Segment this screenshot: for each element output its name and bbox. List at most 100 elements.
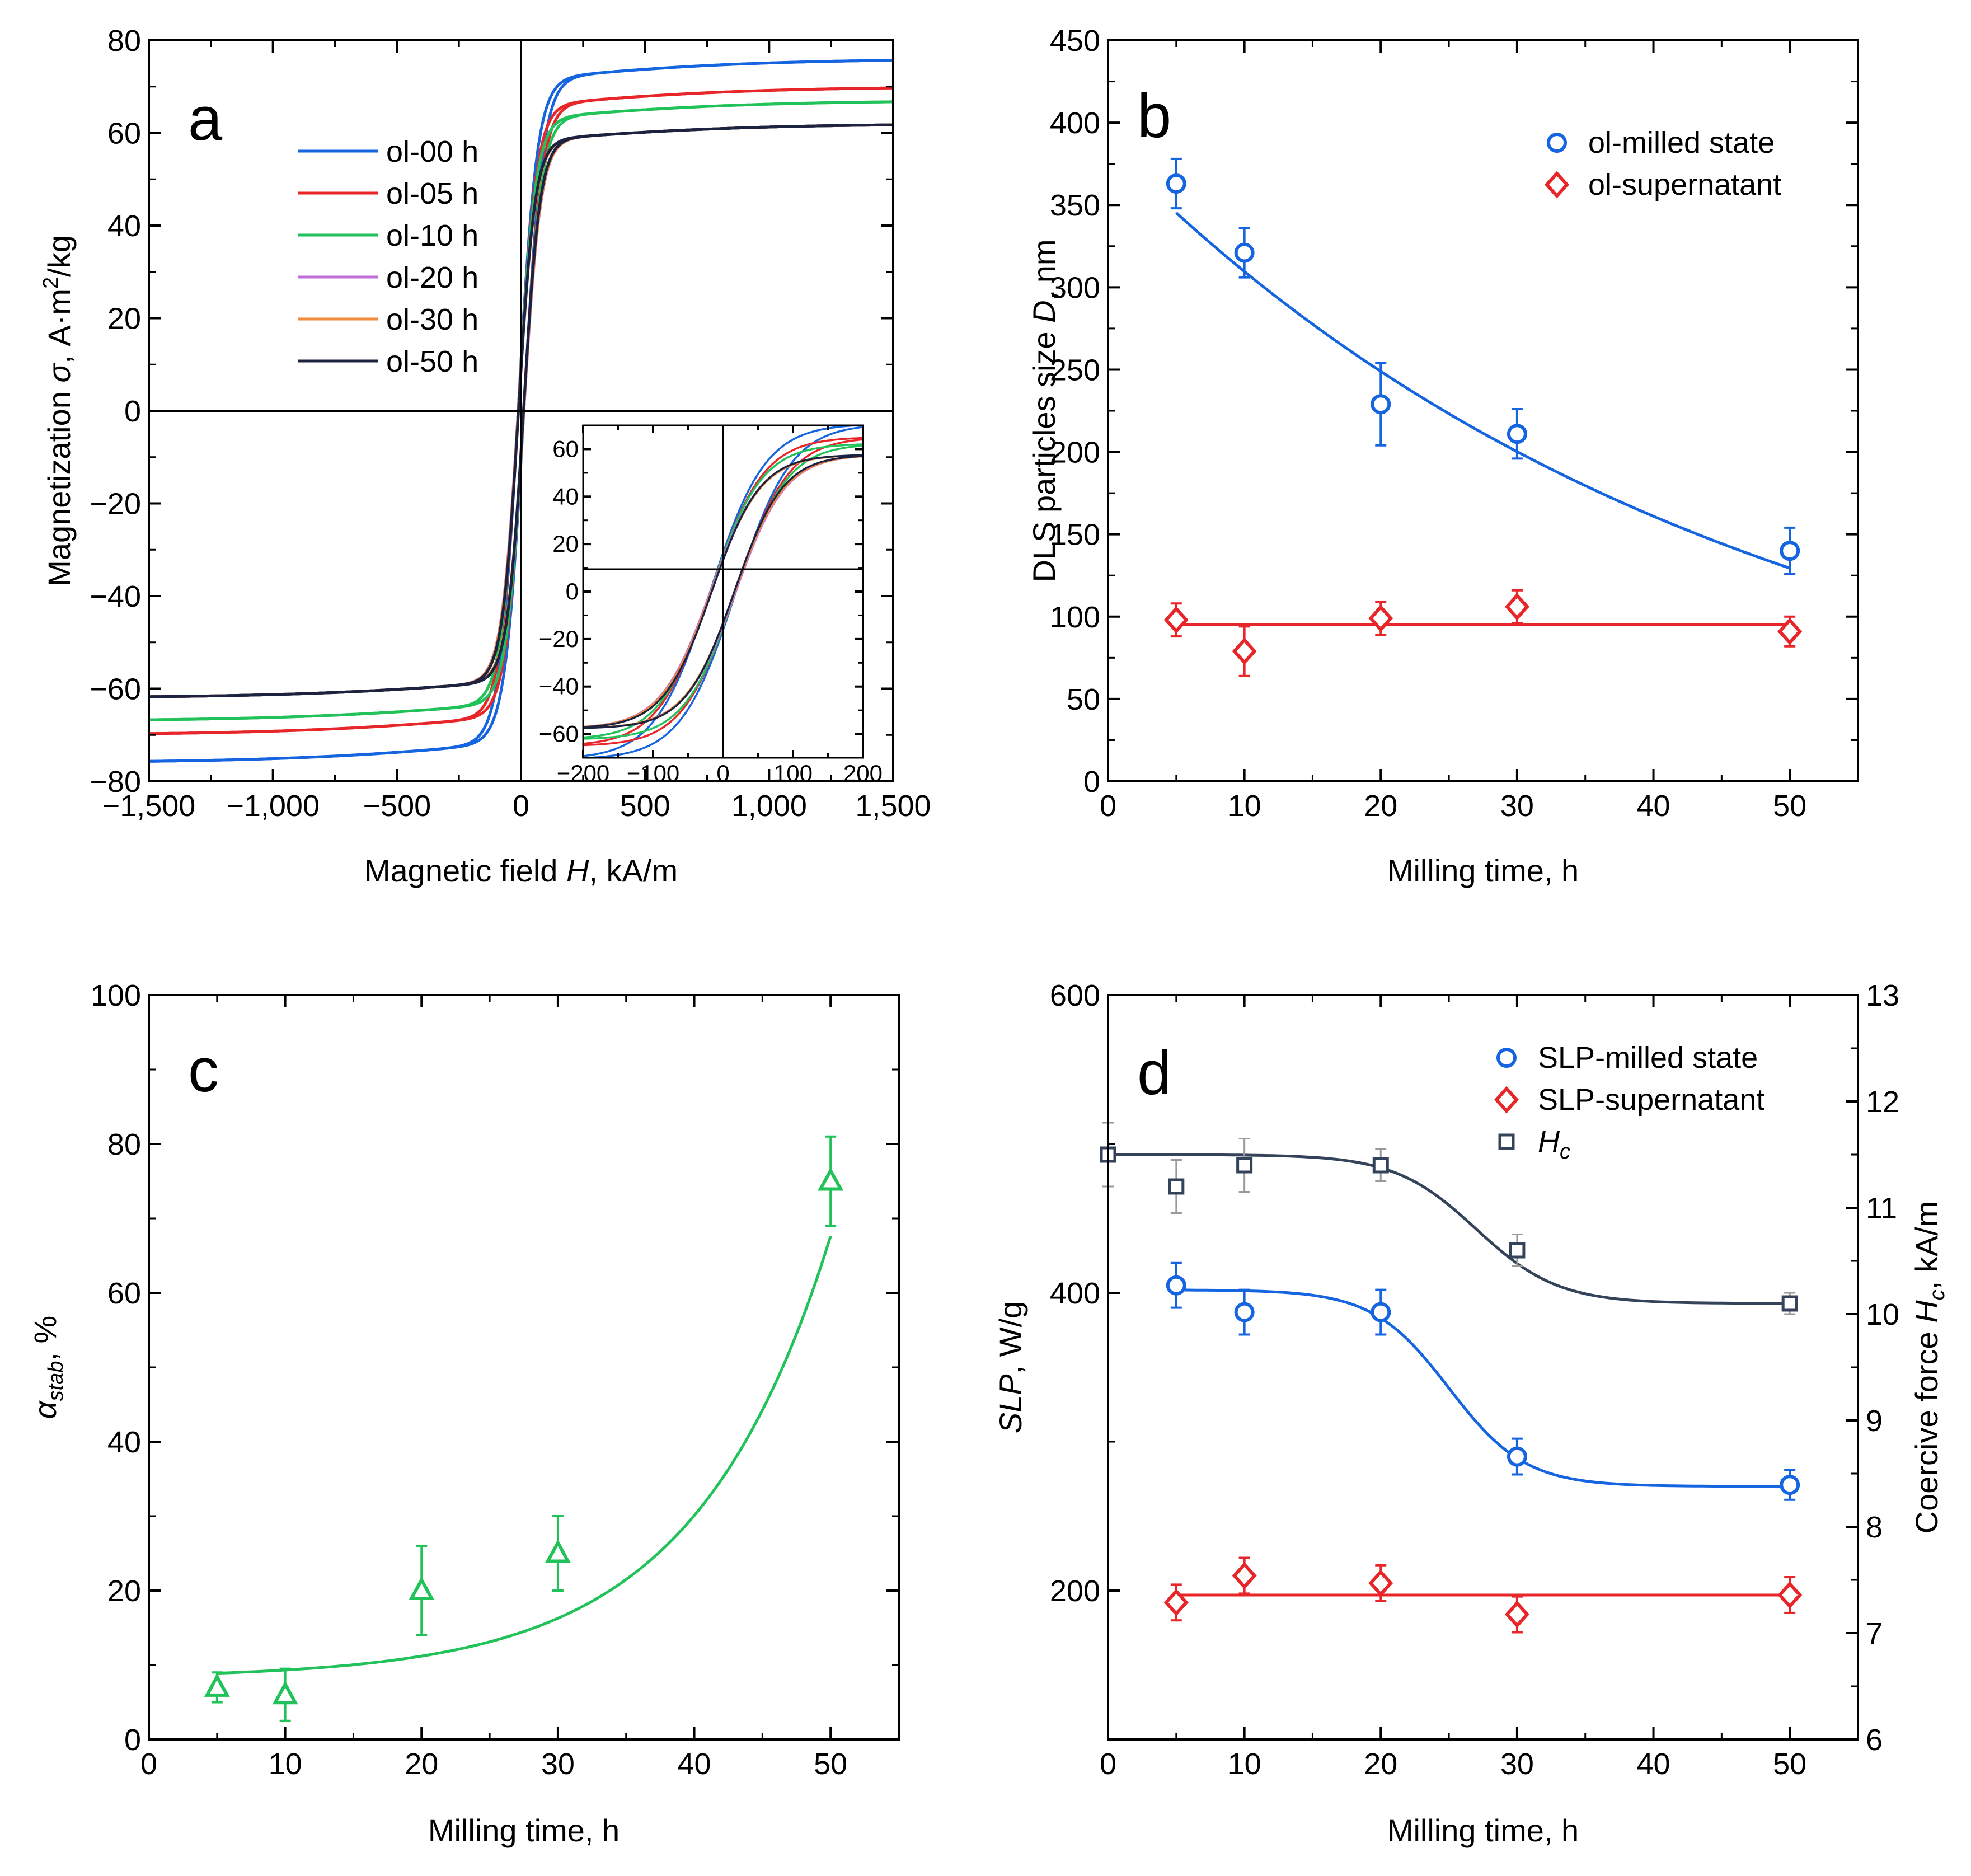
y-tick-label: 350 xyxy=(1050,189,1100,222)
data-point-ol-supernatant xyxy=(1368,604,1393,632)
data-point-H xyxy=(1372,1157,1389,1174)
y2-tick-label: 13 xyxy=(1866,979,1899,1012)
y-tick-label: 0 xyxy=(124,395,141,428)
x-tick-label: −200 xyxy=(557,760,610,786)
x-tick-label: 200 xyxy=(843,760,883,786)
x-tick-label: 50 xyxy=(814,1747,847,1781)
panel-b-legend: ol-milled state ol-supernatant xyxy=(1544,126,1781,201)
legend-label-ol-milled: ol-milled state xyxy=(1588,126,1775,160)
panel-c-xlabel: Milling time, h xyxy=(428,1813,620,1848)
data-point-H xyxy=(1781,1295,1798,1312)
data-point-SLP-supernatant xyxy=(1163,1588,1189,1616)
y-tick-label: 80 xyxy=(107,1128,141,1161)
y-tick-label: 40 xyxy=(107,1425,141,1459)
y2-tick-label: 12 xyxy=(1866,1085,1899,1119)
x-tick-label: 0 xyxy=(1100,789,1116,823)
legend-label-ol-00: ol-00 h xyxy=(386,135,478,168)
y-tick-label: 200 xyxy=(1050,1574,1100,1608)
legend-label-slp-milled: SLP-milled state xyxy=(1538,1041,1758,1075)
data-point-SLP-milled-state xyxy=(1507,1446,1527,1467)
y-tick-label: 50 xyxy=(1067,683,1100,716)
data-point-H xyxy=(1509,1242,1526,1259)
x-tick-label: 500 xyxy=(620,789,670,823)
panel-c-stability: 0 10 20 30 40 50 0 20 40 60 80 100 c Milling time, … xyxy=(27,979,900,1848)
y-tick-label: 20 xyxy=(107,302,141,336)
x-tick-label: 50 xyxy=(1773,1747,1806,1781)
y-tick-label: 0 xyxy=(1083,765,1100,799)
panel-a-ticks: −1,500 −1,000 −500 0 500 1,000 1,500 −80 −60 −40 −… xyxy=(90,24,931,823)
panel-c-letter: c xyxy=(188,1036,219,1105)
data-point-ol-milled-state xyxy=(1507,424,1527,444)
y-tick-label: 300 xyxy=(1050,271,1100,304)
panel-d-y2label: Coercive force Hc, kA/m xyxy=(1909,1201,1949,1534)
x-tick-label: 30 xyxy=(1500,789,1534,823)
panel-c-plot xyxy=(204,1135,844,1722)
data-point-alpha-stab xyxy=(272,1680,298,1705)
y-tick-label: 40 xyxy=(107,209,141,243)
x-tick-label: 1,000 xyxy=(731,789,807,823)
x-tick-label: 1,500 xyxy=(855,789,931,823)
fit-alpha-stab xyxy=(217,1236,832,1675)
panel-b-ticks: 0 10 20 30 40 50 0 50 100 150 200 250 300 350 400 450 xyxy=(1050,24,1859,823)
fit-SLP-milled-state xyxy=(1176,1288,1790,1488)
data-point-SLP-milled-state xyxy=(1780,1475,1800,1495)
data-point-SLP-supernatant xyxy=(1368,1569,1393,1597)
x-tick-label: 30 xyxy=(541,1747,575,1781)
x-tick-label: 40 xyxy=(678,1747,711,1781)
x-tick-label: 10 xyxy=(269,1747,302,1781)
legend-label-hc: Hc xyxy=(1538,1125,1570,1164)
legend-label-ol-10: ol-10 h xyxy=(386,219,478,252)
y-tick-label: 60 xyxy=(107,1277,141,1310)
x-tick-label: 30 xyxy=(1500,1747,1534,1781)
data-point-SLP-milled-state xyxy=(1371,1302,1391,1322)
legend-label-ol-20: ol-20 h xyxy=(386,261,478,294)
panel-d-slp: 0 10 20 30 40 50 200 400 600 6 7 8 9 10 11 12 13 d SLP-m… xyxy=(993,979,1949,1848)
x-tick-label: 0 xyxy=(513,789,529,823)
y-tick-label: 400 xyxy=(1050,106,1100,140)
y-tick-label: 0 xyxy=(124,1723,141,1757)
fit-H xyxy=(1108,1153,1790,1305)
x-tick-label: 100 xyxy=(773,760,813,786)
panel-c-ticks: 0 10 20 30 40 50 0 20 40 60 80 100 xyxy=(91,979,900,1781)
y2-tick-label: 6 xyxy=(1866,1723,1883,1757)
panel-b-letter: b xyxy=(1137,82,1171,151)
panel-d-xlabel: Milling time, h xyxy=(1387,1813,1579,1848)
y2-tick-label: 9 xyxy=(1866,1404,1883,1438)
data-point-ol-supernatant xyxy=(1232,637,1257,665)
panel-a-ylabel: Magnetization σ, A·m2/kg xyxy=(39,235,77,587)
y2-tick-label: 10 xyxy=(1866,1298,1899,1331)
legend-marker-hc xyxy=(1498,1133,1515,1150)
data-point-alpha-stab xyxy=(409,1576,435,1600)
data-point-ol-milled-state xyxy=(1234,242,1255,263)
x-tick-label: 0 xyxy=(140,1747,157,1781)
legend-marker-slp-milled xyxy=(1496,1048,1517,1068)
data-point-ol-supernatant xyxy=(1777,617,1803,645)
data-point-SLP-supernatant xyxy=(1777,1581,1803,1609)
y-tick-label: 450 xyxy=(1050,24,1100,58)
panel-a-letter: a xyxy=(188,85,223,153)
data-point-SLP-supernatant xyxy=(1504,1601,1529,1629)
legend-diamond xyxy=(1544,171,1570,199)
y-tick-label: −60 xyxy=(539,721,579,747)
y-tick-label: −40 xyxy=(90,580,141,613)
legend-label-ol-supernatant: ol-supernatant xyxy=(1588,168,1781,201)
legend-marker-ol-milled xyxy=(1547,133,1567,153)
x-tick-label: −500 xyxy=(363,789,431,823)
y-tick-label: 250 xyxy=(1050,353,1100,387)
legend-label-slp-supernatant: SLP-supernatant xyxy=(1538,1083,1764,1117)
y-tick-label: 100 xyxy=(91,979,141,1012)
y-tick-label: 60 xyxy=(107,117,141,151)
legend-square xyxy=(1498,1133,1515,1150)
data-point-H xyxy=(1168,1178,1185,1195)
data-point-SLP-milled-state xyxy=(1234,1302,1255,1322)
legend-marker-ol-supernatant xyxy=(1544,171,1570,199)
panel-d-ylabel: SLP, W/g xyxy=(993,1301,1028,1434)
data-point-ol-milled-state xyxy=(1371,394,1391,415)
panel-d-plot xyxy=(1100,1122,1803,1634)
y-tick-label: −40 xyxy=(539,673,579,700)
data-point-SLP-milled-state xyxy=(1166,1275,1186,1296)
legend-label-ol-05: ol-05 h xyxy=(386,177,478,210)
data-point-alpha-stab xyxy=(204,1673,230,1697)
y-tick-label: 0 xyxy=(566,578,579,604)
